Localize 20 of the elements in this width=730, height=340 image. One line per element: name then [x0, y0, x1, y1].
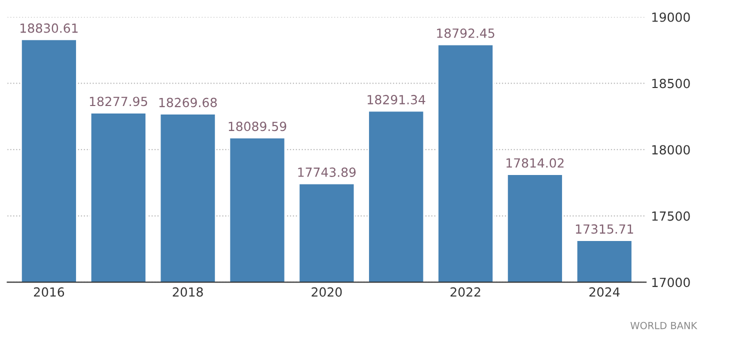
data-label: 17743.89 — [298, 168, 356, 177]
data-label: 18277.95 — [90, 96, 148, 106]
data-label: 18792.45 — [437, 28, 494, 38]
data-label: 17315.71 — [576, 224, 634, 234]
data-label: 18830.61 — [20, 23, 78, 33]
data-label: 18269.68 — [159, 98, 217, 108]
x-tick-label: 2020 — [312, 287, 342, 297]
x-tick-label: 2024 — [589, 287, 620, 297]
data-label: 18089.59 — [228, 122, 286, 132]
y-tick-label: 17500 — [652, 211, 690, 221]
y-tick-label: 17000 — [652, 278, 690, 288]
text: WORLD BANK — [630, 322, 698, 330]
data-label: 18291.34 — [368, 94, 426, 104]
data-label: 17814.02 — [506, 158, 564, 168]
y-tick-label: 19000 — [652, 12, 690, 22]
x-tick-label: 2022 — [450, 287, 480, 297]
y-tick-label: 18500 — [652, 78, 690, 88]
y-tick-label: 18000 — [652, 145, 690, 155]
x-tick-label: 2016 — [34, 287, 64, 297]
x-tick-label: 2018 — [172, 287, 203, 297]
